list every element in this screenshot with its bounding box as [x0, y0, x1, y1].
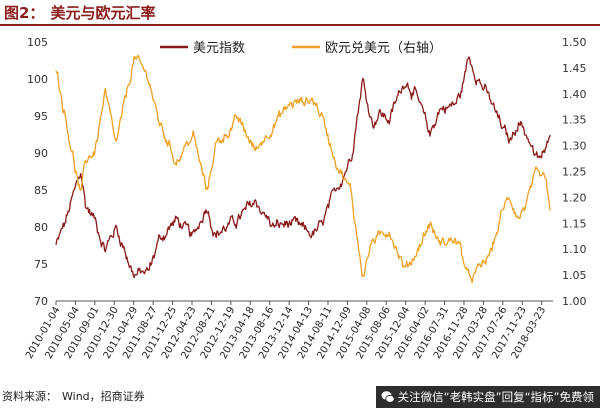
right-y-tick-label: 1.25 [562, 166, 587, 179]
right-y-axis: 1.00 1.05 1.10 1.15 1.20 1.25 1.30 1.35 1.40 1.45… [562, 36, 587, 308]
right-y-tick-label: 1.30 [562, 140, 587, 153]
left-y-tick-label: 100 [27, 73, 48, 86]
series-layer [55, 54, 551, 284]
left-y-tick-label: 105 [27, 36, 48, 49]
right-y-tick-label: 1.10 [562, 243, 587, 256]
watermark-banner: 关注微信“老韩实盘”回复“指标”免费领 [375, 386, 600, 408]
right-y-tick-label: 1.45 [562, 62, 587, 75]
figure-title-text: 美元与欧元汇率 [50, 4, 156, 22]
figure-title: 图2： 美元与欧元汇率 [0, 0, 600, 26]
right-y-tick-label: 1.50 [562, 36, 587, 49]
wechat-icon [381, 391, 395, 403]
right-y-tick-label: 1.15 [562, 217, 587, 230]
legend-label: 欧元兑美元（右轴） [325, 41, 442, 56]
right-y-tick-label: 1.00 [562, 295, 587, 308]
left-y-tick-label: 70 [34, 295, 48, 308]
source-label: 资料来源： [2, 390, 57, 403]
left-y-tick-label: 75 [34, 258, 48, 271]
left-y-tick-label: 85 [34, 184, 48, 197]
x-axis: 2010-01-042010-05-042010-09-012010-12-30… [24, 300, 553, 361]
legend-label: 美元指数 [193, 41, 245, 56]
legend: 美元指数 欧元兑美元（右轴） [160, 41, 442, 56]
eurusd-line [55, 54, 551, 284]
watermark-text: 关注微信“老韩实盘”回复“指标”免费领 [397, 390, 594, 404]
source-note: 资料来源： Wind，招商证券 [2, 386, 145, 408]
left-y-tick-label: 95 [34, 110, 48, 123]
right-y-tick-label: 1.20 [562, 191, 587, 204]
usd-index-line [55, 56, 551, 279]
left-y-axis: 70 75 80 85 90 95 100 105 [27, 36, 48, 308]
left-y-tick-label: 90 [34, 147, 48, 160]
right-y-tick-label: 1.40 [562, 88, 587, 101]
source-text: Wind，招商证券 [62, 390, 145, 403]
right-y-tick-label: 1.35 [562, 114, 587, 127]
figure-label: 图2： [4, 4, 45, 22]
left-y-tick-label: 80 [34, 221, 48, 234]
right-y-tick-label: 1.05 [562, 269, 587, 282]
